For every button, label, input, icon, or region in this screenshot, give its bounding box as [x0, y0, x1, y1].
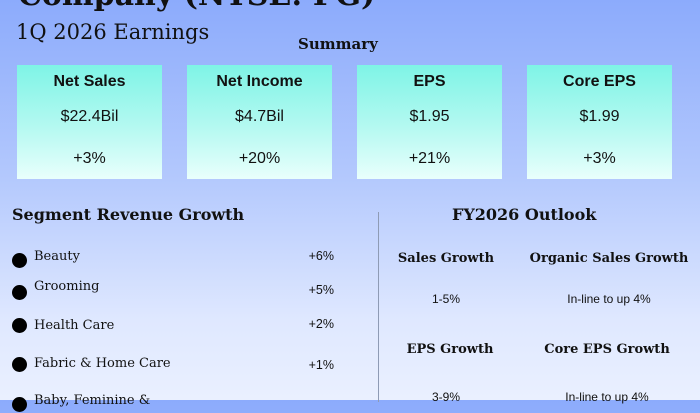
card-value: $4.7Bil: [235, 108, 284, 125]
card-core-eps: Core EPS $1.99 +3%: [527, 65, 672, 179]
card-eps: EPS $1.95 +21%: [357, 65, 502, 179]
card-change: +3%: [73, 150, 106, 167]
card-change: +21%: [408, 150, 451, 167]
outlook-value: 1-5%: [431, 292, 460, 306]
report-subtitle: 1Q 2026 Earnings: [16, 20, 210, 44]
outlook-value: 3-9%: [431, 390, 460, 404]
segment-row: Grooming +5%: [12, 279, 334, 300]
segment-growth: +2%: [308, 317, 334, 331]
outlook-value: In-line to up 4%: [565, 390, 649, 404]
outlook-label: Organic Sales Growth: [529, 251, 689, 266]
bullet-icon: [12, 318, 27, 333]
outlook-value: In-line to up 4%: [567, 292, 651, 306]
card-value: $1.99: [579, 108, 620, 125]
card-net-income: Net Income $4.7Bil +20%: [187, 65, 332, 179]
segment-name: Beauty: [34, 249, 80, 264]
card-net-sales: Net Sales $22.4Bil +3%: [17, 65, 162, 179]
card-value: $1.95: [409, 108, 450, 125]
summary-heading: Summary: [298, 35, 378, 53]
company-title: Company (NYSE: PG): [18, 0, 375, 13]
segment-name: Health Care: [34, 318, 115, 333]
segment-name: Fabric & Home Care: [34, 356, 171, 371]
segment-name: Grooming: [34, 279, 100, 294]
segment-growth: +1%: [308, 358, 334, 372]
segment-growth: +5%: [308, 283, 334, 297]
card-change: +20%: [238, 150, 281, 167]
bullet-icon: [12, 285, 27, 300]
bullet-icon: [12, 357, 27, 372]
segment-heading: Segment Revenue Growth: [12, 205, 245, 224]
card-label: Net Sales: [53, 73, 126, 90]
segment-row: Baby, Feminine &: [12, 393, 334, 413]
segment-row: Fabric & Home Care +1%: [12, 356, 334, 376]
bullet-icon: [12, 253, 27, 268]
segment-row: Health Care +2%: [12, 317, 334, 338]
card-label: Net Income: [216, 73, 303, 90]
outlook-label: Sales Growth: [397, 251, 495, 266]
segment-row: Beauty +6%: [12, 249, 334, 269]
card-label: Core EPS: [563, 73, 636, 90]
outlook-label: EPS Growth: [406, 342, 494, 357]
outlook-label: Core EPS Growth: [544, 342, 670, 357]
segment-growth: +6%: [308, 249, 334, 263]
card-value: $22.4Bil: [60, 108, 119, 125]
card-label: EPS: [413, 73, 446, 90]
segment-name: Baby, Feminine &: [34, 393, 151, 408]
outlook-heading: FY2026 Outlook: [452, 205, 597, 224]
card-change: +3%: [583, 150, 616, 167]
section-divider: [378, 212, 379, 402]
bullet-icon: [12, 397, 27, 412]
